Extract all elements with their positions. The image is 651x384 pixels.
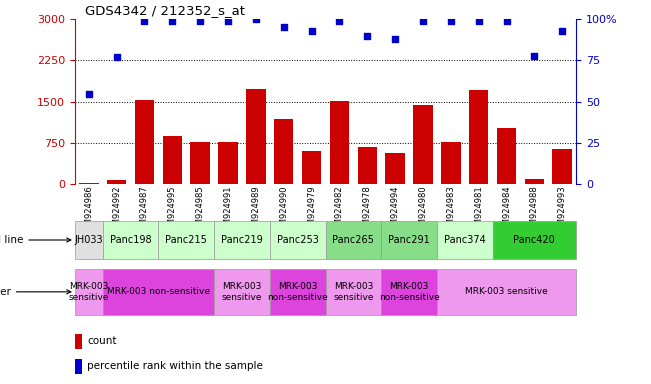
- Point: [307, 28, 317, 34]
- Bar: [79, 183, 98, 184]
- Text: MRK-003
sensitive: MRK-003 sensitive: [222, 282, 262, 301]
- Point: [445, 18, 456, 24]
- Point: [473, 18, 484, 24]
- Text: percentile rank within the sample: percentile rank within the sample: [87, 361, 263, 371]
- Bar: [497, 128, 516, 184]
- Text: MRK-003
non-sensitive: MRK-003 non-sensitive: [268, 282, 328, 301]
- Text: count: count: [87, 336, 117, 346]
- Bar: [469, 89, 488, 184]
- Text: other: other: [0, 287, 71, 297]
- Text: MRK-003 non-sensitive: MRK-003 non-sensitive: [107, 287, 210, 296]
- Text: Panc374: Panc374: [444, 235, 486, 245]
- Text: JH033: JH033: [74, 235, 103, 245]
- Text: Panc253: Panc253: [277, 235, 318, 245]
- Point: [111, 54, 122, 60]
- Bar: [326, 269, 381, 315]
- Point: [557, 28, 568, 34]
- Point: [83, 91, 94, 97]
- Bar: [135, 100, 154, 184]
- Bar: [246, 89, 266, 184]
- Bar: [75, 359, 83, 374]
- Point: [362, 33, 372, 39]
- Text: MRK-003
sensitive: MRK-003 sensitive: [333, 282, 374, 301]
- Bar: [103, 221, 158, 259]
- Bar: [75, 334, 83, 349]
- Point: [195, 18, 206, 24]
- Point: [501, 18, 512, 24]
- Bar: [493, 221, 576, 259]
- Bar: [158, 221, 214, 259]
- Bar: [441, 142, 460, 184]
- Bar: [191, 142, 210, 184]
- Bar: [326, 221, 381, 259]
- Bar: [75, 269, 103, 315]
- Text: GDS4342 / 212352_s_at: GDS4342 / 212352_s_at: [85, 3, 245, 17]
- Bar: [357, 147, 377, 184]
- Bar: [553, 149, 572, 184]
- Bar: [103, 269, 214, 315]
- Text: Panc420: Panc420: [514, 235, 555, 245]
- Point: [223, 18, 233, 24]
- Bar: [218, 142, 238, 184]
- Bar: [385, 153, 405, 184]
- Bar: [163, 136, 182, 184]
- Bar: [274, 119, 294, 184]
- Point: [529, 53, 540, 59]
- Text: Panc215: Panc215: [165, 235, 207, 245]
- Bar: [525, 179, 544, 184]
- Point: [418, 18, 428, 24]
- Text: Panc291: Panc291: [388, 235, 430, 245]
- Point: [334, 18, 344, 24]
- Bar: [381, 221, 437, 259]
- Point: [279, 25, 289, 31]
- Bar: [381, 269, 437, 315]
- Bar: [214, 221, 270, 259]
- Bar: [329, 101, 349, 184]
- Text: MRK-003
sensitive: MRK-003 sensitive: [68, 282, 109, 301]
- Text: MRK-003 sensitive: MRK-003 sensitive: [465, 287, 548, 296]
- Point: [390, 36, 400, 42]
- Bar: [270, 221, 326, 259]
- Text: Panc265: Panc265: [333, 235, 374, 245]
- Text: Panc219: Panc219: [221, 235, 263, 245]
- Text: MRK-003
non-sensitive: MRK-003 non-sensitive: [379, 282, 439, 301]
- Bar: [75, 221, 103, 259]
- Point: [139, 18, 150, 24]
- Bar: [413, 104, 433, 184]
- Bar: [437, 269, 576, 315]
- Point: [167, 18, 178, 24]
- Bar: [107, 180, 126, 184]
- Text: Panc198: Panc198: [110, 235, 152, 245]
- Bar: [437, 221, 493, 259]
- Point: [251, 16, 261, 22]
- Bar: [214, 269, 270, 315]
- Text: cell line: cell line: [0, 235, 71, 245]
- Bar: [302, 151, 322, 184]
- Bar: [270, 269, 326, 315]
